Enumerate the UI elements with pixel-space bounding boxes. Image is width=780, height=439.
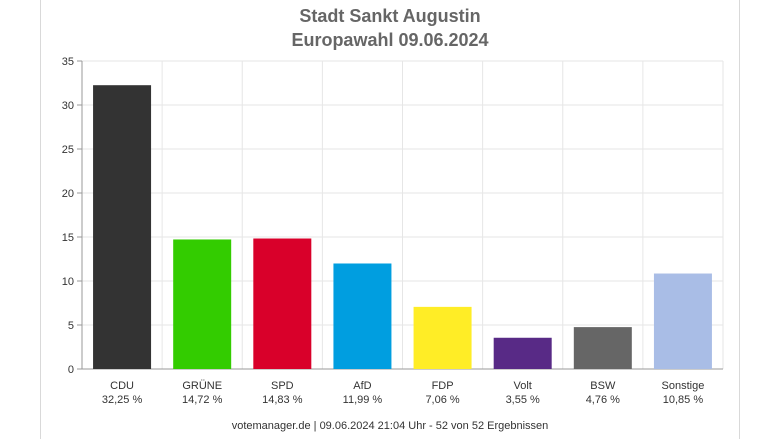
x-percent-label: 7,06 %	[425, 394, 459, 406]
bar-fdp	[413, 306, 472, 369]
chart-title: Stadt Sankt Augustin	[299, 6, 481, 26]
bar-bsw	[573, 327, 632, 369]
y-tick-label: 35	[62, 56, 74, 68]
x-category-label: AfD	[353, 380, 371, 392]
bar-volt	[493, 337, 552, 369]
x-category-label: GRÜNE	[182, 380, 222, 392]
x-percent-label: 4,76 %	[586, 394, 620, 406]
x-percent-label: 11,99 %	[343, 394, 383, 406]
chart-subtitle: Europawahl 09.06.2024	[291, 30, 489, 50]
x-percent-label: 14,83 %	[262, 394, 303, 406]
bar-cdu	[93, 85, 152, 369]
chart-footer: votemanager.de | 09.06.2024 21:04 Uhr - …	[231, 420, 549, 432]
x-percent-label: 3,55 %	[506, 394, 540, 406]
y-tick-label: 0	[68, 364, 74, 376]
y-tick-label: 30	[62, 100, 74, 112]
x-percent-label: 10,85 %	[663, 394, 704, 406]
x-percent-label: 32,25 %	[102, 394, 143, 406]
x-category-label: SPD	[271, 380, 294, 392]
x-category-label: BSW	[590, 380, 616, 392]
bar-sonstige	[653, 273, 712, 369]
y-tick-label: 10	[62, 276, 74, 288]
y-tick-label: 25	[62, 144, 74, 156]
chart-frame	[40, 0, 740, 439]
bar-grüne	[173, 239, 232, 369]
bar-spd	[253, 238, 312, 369]
x-percent-label: 14,72 %	[182, 394, 223, 406]
x-category-label: Volt	[514, 380, 532, 392]
y-tick-label: 20	[62, 188, 74, 200]
bar-afd	[333, 263, 392, 369]
x-category-label: Sonstige	[662, 380, 705, 392]
x-category-label: CDU	[110, 380, 134, 392]
x-category-label: FDP	[432, 380, 454, 392]
y-tick-label: 5	[68, 320, 74, 332]
y-tick-label: 15	[62, 232, 74, 244]
